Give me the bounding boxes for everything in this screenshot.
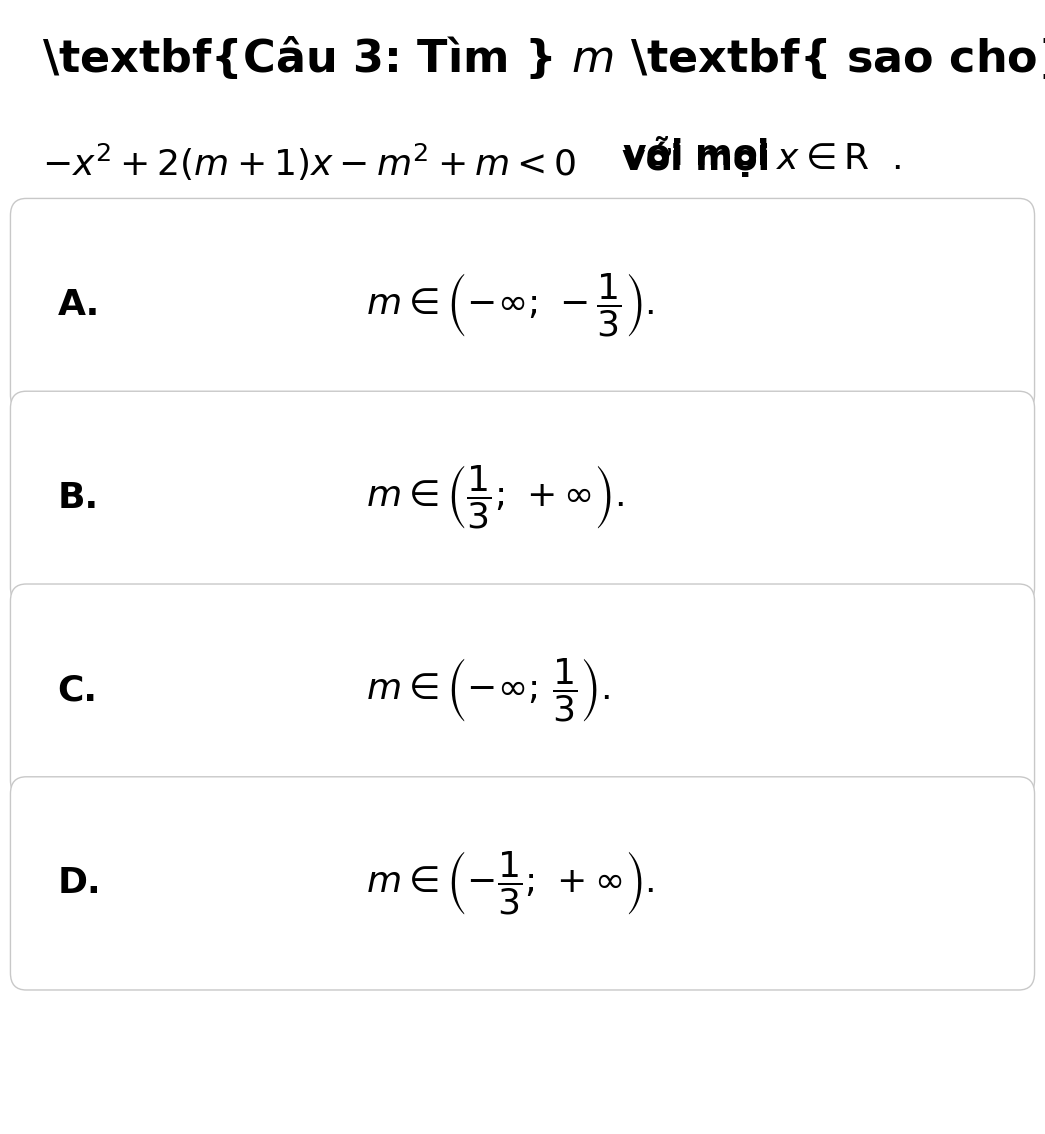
Text: $m\in\left(-\dfrac{1}{3};\,+\infty\right).$: $m\in\left(-\dfrac{1}{3};\,+\infty\right… (366, 849, 654, 917)
FancyBboxPatch shape (10, 198, 1035, 412)
Text: B.: B. (57, 481, 98, 515)
Text: $\mathbf{v\tilde{o}i\ mo i}$: $\mathbf{v\tilde{o}i\ mo i}$ (622, 138, 768, 172)
Text: C.: C. (57, 674, 97, 708)
Text: $m\in\left(\dfrac{1}{3};\,+\infty\right).$: $m\in\left(\dfrac{1}{3};\,+\infty\right)… (366, 464, 624, 532)
FancyBboxPatch shape (10, 391, 1035, 604)
Text: $m\in\left(-\infty;\,-\dfrac{1}{3}\right).$: $m\in\left(-\infty;\,-\dfrac{1}{3}\right… (366, 271, 654, 339)
Text: \textbf{Câu 3: Tìm } $m$ \textbf{ sao cho}: \textbf{Câu 3: Tìm } $m$ \textbf{ sao ch… (42, 34, 1045, 81)
Text: với mọi: với mọi (622, 142, 770, 177)
Text: $x\in\mathrm{R}$  .: $x\in\mathrm{R}$ . (776, 142, 902, 176)
FancyBboxPatch shape (10, 777, 1035, 990)
FancyBboxPatch shape (10, 584, 1035, 797)
Text: A.: A. (57, 288, 99, 322)
Text: $-x^2+2(m+1)x-m^2+m<0$: $-x^2+2(m+1)x-m^2+m<0$ (42, 142, 577, 183)
Text: D.: D. (57, 866, 101, 900)
Text: $m\in\left(-\infty;\,\dfrac{1}{3}\right).$: $m\in\left(-\infty;\,\dfrac{1}{3}\right)… (366, 657, 610, 725)
